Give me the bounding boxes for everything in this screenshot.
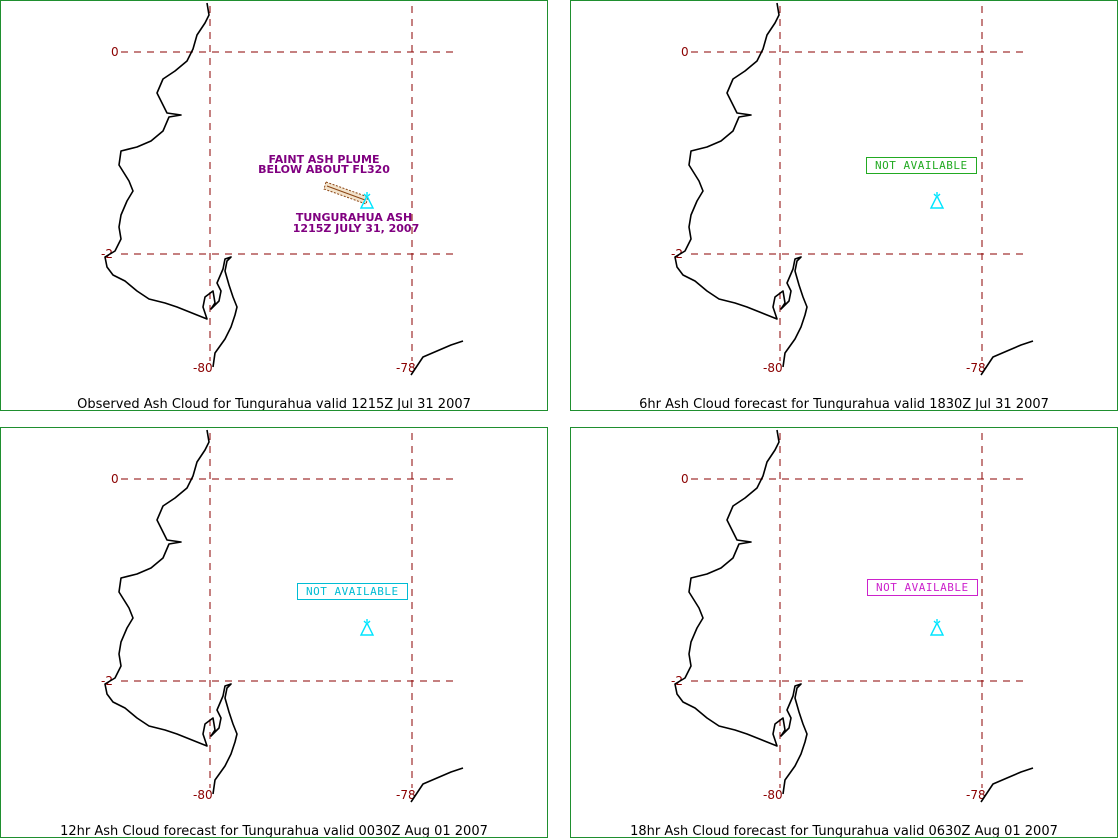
lon-label-minus80: -80 xyxy=(763,788,783,802)
coastline xyxy=(674,2,808,368)
coastline xyxy=(674,429,808,795)
lon-label-minus80: -80 xyxy=(763,361,783,375)
coastline-east xyxy=(980,340,1034,376)
map-18hr: 0 -2 -80 -78 xyxy=(671,429,1034,803)
lon-label-minus78: -78 xyxy=(396,788,416,802)
map-6hr: 0 -2 -80 -78 xyxy=(671,2,1034,376)
not-available-badge: NOT AVAILABLE xyxy=(297,583,408,600)
panel-12hr-forecast: 0 -2 -80 -78 NOT AVAILABLE 12hr Ash Clou… xyxy=(0,427,548,838)
lat-label-0: 0 xyxy=(681,472,689,486)
lon-label-minus80: -80 xyxy=(193,788,213,802)
ash-plume xyxy=(323,181,369,205)
coastline-east xyxy=(980,767,1034,803)
volcano-icon xyxy=(929,619,945,636)
coastline-east xyxy=(410,340,464,376)
panel-caption: Observed Ash Cloud for Tungurahua valid … xyxy=(77,397,471,411)
coastline-east xyxy=(410,767,464,803)
panel-6hr-forecast: 0 -2 -80 -78 NOT AVAILABLE 6hr Ash Cloud… xyxy=(570,0,1118,411)
plume-label-line2: BELOW ABOUT FL320 xyxy=(258,163,390,176)
map-12hr: 0 -2 -80 -78 xyxy=(101,429,464,803)
lat-label-0: 0 xyxy=(111,45,119,59)
volcano-icon xyxy=(359,192,375,209)
volcano-label-line2: 1215Z JULY 31, 2007 xyxy=(293,222,419,235)
lat-label-0: 0 xyxy=(111,472,119,486)
panel-caption: 12hr Ash Cloud forecast for Tungurahua v… xyxy=(60,824,488,838)
lat-label-0: 0 xyxy=(681,45,689,59)
coastline xyxy=(104,429,238,795)
lon-label-minus80: -80 xyxy=(193,361,213,375)
panel-caption: 6hr Ash Cloud forecast for Tungurahua va… xyxy=(639,397,1049,411)
not-available-badge: NOT AVAILABLE xyxy=(866,157,977,174)
graticule xyxy=(121,6,456,361)
lat-label-minus2: -2 xyxy=(101,674,113,688)
lon-label-minus78: -78 xyxy=(966,361,986,375)
lat-label-minus2: -2 xyxy=(671,674,683,688)
panel-18hr-forecast: 0 -2 -80 -78 NOT AVAILABLE 18hr Ash Clou… xyxy=(570,427,1118,838)
coastline xyxy=(104,2,238,368)
map-observed: 0 -2 -80 -78 FAINT ASH PLUME BELOW ABOUT… xyxy=(101,2,464,376)
lat-label-minus2: -2 xyxy=(101,247,113,261)
volcano-icon xyxy=(359,619,375,636)
lon-label-minus78: -78 xyxy=(396,361,416,375)
lon-label-minus78: -78 xyxy=(966,788,986,802)
panel-observed: 0 -2 -80 -78 FAINT ASH PLUME BELOW ABOUT… xyxy=(0,0,548,411)
panel-caption: 18hr Ash Cloud forecast for Tungurahua v… xyxy=(630,824,1058,838)
plume-label-line1: FAINT ASH PLUME xyxy=(269,153,380,166)
volcano-label-line1: TUNGURAHUA ASH xyxy=(296,211,412,224)
not-available-badge: NOT AVAILABLE xyxy=(867,579,978,596)
volcano-icon xyxy=(929,192,945,209)
lat-label-minus2: -2 xyxy=(671,247,683,261)
